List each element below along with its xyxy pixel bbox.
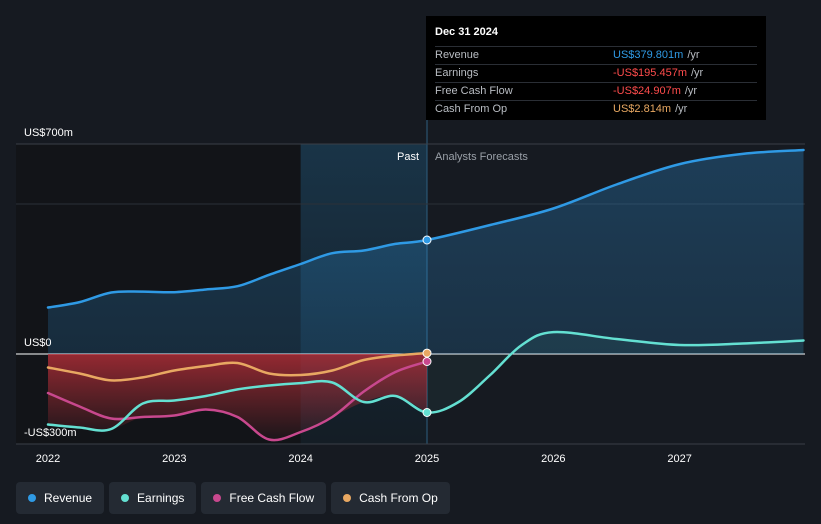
axis-labels: US$700m US$0 -US$300m Past Analysts Forecast… [24,127,692,465]
revenue-dot-icon [28,494,36,502]
tooltip-value: US$379.801m [613,49,684,61]
x-tick-label: 2024 [288,453,312,465]
free-cash-flow-dot-icon [213,494,222,502]
cash-from-op-dot-icon [343,494,352,502]
cash-from-op-marker [422,348,432,358]
tooltip-label: Revenue [435,49,480,61]
legend-label: Cash From Op [359,491,438,505]
tooltip-label: Cash From Op [435,103,508,115]
tooltip-unit: /yr [675,103,688,115]
revenue-area [48,150,804,354]
legend-item-free-cash-flow[interactable]: Free Cash Flow [201,482,327,514]
series-lines [46,148,805,442]
past-label: Past [397,151,419,163]
x-tick-label: 2027 [667,453,691,465]
earnings-forecast-area [427,331,804,413]
free-cash-flow-marker [422,357,432,366]
y-label-top: US$700m [24,127,73,139]
tooltip-label: Earnings [435,67,479,79]
legend-label: Revenue [44,491,93,505]
tooltip-value: -US$24.907m [613,85,681,97]
earnings-dot-icon [121,494,130,502]
tooltip-unit: /yr [684,85,698,97]
tooltip-value: -US$195.457m [613,67,687,79]
revenue-marker [422,235,432,245]
x-tick-label: 2022 [36,453,60,465]
y-label-zero: US$0 [24,337,52,349]
tooltip-unit: /yr [691,67,704,79]
hover-markers [422,235,432,417]
cash-from-op-line [46,351,429,382]
chart-legend: Revenue Earnings Free Cash Flow Cash Fro… [16,482,450,514]
tooltip-row-free-cash-flow: Free Cash Flow -US$24.907m /yr [435,82,757,100]
hover-tooltip: Dec 31 2024 Revenue US$379.801m /yr Earn… [426,16,766,120]
forecast-label: Analysts Forecasts [435,151,528,163]
legend-item-revenue[interactable]: Revenue [16,482,105,514]
x-tick-label: 2026 [541,453,565,465]
tooltip-row-earnings: Earnings -US$195.457m /yr [435,64,757,82]
tooltip-label: Free Cash Flow [435,85,513,97]
free-cash-flow-line [46,360,429,442]
tooltip-row-cash-from-op: Cash From Op US$2.814m /yr [435,100,757,118]
x-tick-label: 2025 [415,453,439,465]
tooltip-unit: /yr [687,49,700,61]
revenue-line [46,148,805,309]
series-areas [48,150,804,441]
earnings-line [46,330,805,432]
earnings-marker [422,408,432,417]
legend-label: Free Cash Flow [229,491,315,505]
x-tick-label: 2023 [162,453,186,465]
legend-label: Earnings [137,491,185,505]
legend-item-earnings[interactable]: Earnings [109,482,197,514]
tooltip-date: Dec 31 2024 [435,26,498,38]
negative-area [48,354,427,441]
legend-item-cash-from-op[interactable]: Cash From Op [331,482,450,514]
y-label-bottom: -US$300m [24,427,77,439]
tooltip-row-revenue: Revenue US$379.801m /yr [435,46,757,64]
tooltip-value: US$2.814m [613,103,672,115]
